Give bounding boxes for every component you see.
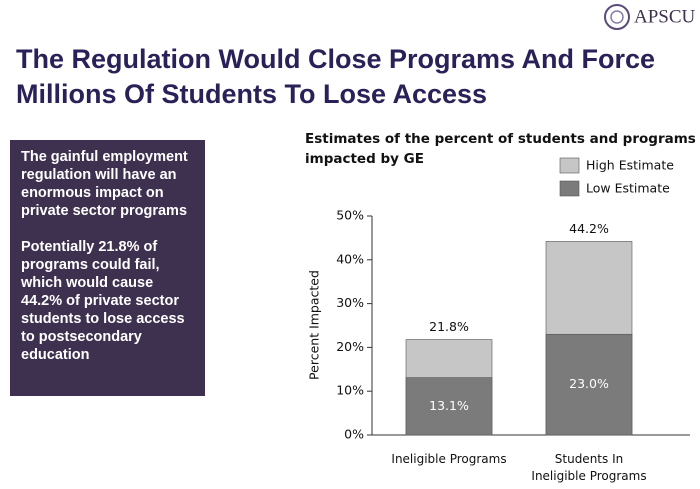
y-tick-label: 20% [336, 339, 364, 354]
y-tick-label: 30% [336, 295, 364, 310]
y-tick-label: 40% [336, 251, 364, 266]
y-axis-label: Percent Impacted [307, 270, 322, 380]
title-line: Millions Of Students To Lose Access [16, 79, 488, 109]
value-label: 23.0% [569, 376, 609, 391]
bar [545, 333, 633, 436]
y-tick-label: 0% [344, 427, 364, 442]
y-tick-label: 50% [336, 208, 364, 223]
legend-swatch [559, 157, 580, 174]
chart-title: impacted by GE [305, 151, 424, 167]
value-label: 44.2% [569, 221, 609, 236]
legend-label: High Estimate [586, 158, 674, 173]
chart-title: Estimates of the percent of students and… [305, 131, 696, 147]
x-tick-label: Students In Ineligible Programs [531, 452, 647, 483]
sidebar-text: Potentially 21.8% of programs could fail… [21, 239, 185, 363]
slide-title: The Regulation Would Close Programs And … [16, 42, 655, 112]
title-line: The Regulation Would Close Programs And … [16, 44, 656, 74]
logo-text: APSCU [634, 6, 696, 27]
value-label: 21.8% [429, 319, 469, 334]
legend-label: Low Estimate [586, 181, 670, 196]
value-label: 13.1% [429, 398, 469, 413]
y-tick-label: 10% [336, 383, 364, 398]
logo-icon [604, 4, 630, 30]
x-tick-label: Ineligible Programs [391, 452, 507, 466]
bar [405, 377, 493, 436]
sidebar: The gainful employment regulation will h… [10, 140, 205, 396]
legend-swatch [559, 180, 580, 197]
sidebar-text: The gainful employment regulation will h… [21, 149, 188, 219]
